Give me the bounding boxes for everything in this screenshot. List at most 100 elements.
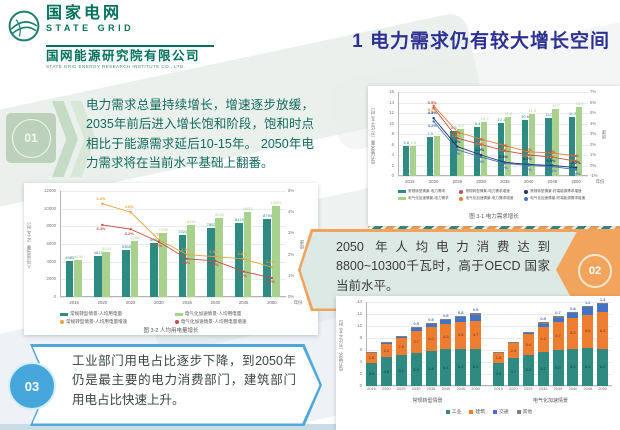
line-value-label: 2.6% (152, 243, 162, 249)
segment-工业 (410, 353, 422, 386)
line-value-label: 3.4% (96, 226, 106, 232)
y-tick: 0 (53, 294, 56, 299)
bar-value-label: 6289 (130, 235, 140, 241)
segment-工业 (552, 350, 564, 386)
plot-area: 3.9 1.6 4.8 2.2 5.1 2.9 5.5 3.7 0.5 5.8 4.0 0.5 6.1 4… (366, 297, 612, 387)
legend-item: 常规转型情景-人均用电量增速 (60, 319, 167, 325)
chart-fig3-2: 4089 4617 5358 6067 7022 7852 8419 8794 4136 5134… (24, 183, 318, 335)
legend-item: 交通 (493, 408, 509, 415)
segment-工业 (582, 348, 594, 386)
y-tick: 8 (391, 131, 394, 136)
segment-工业 (567, 348, 579, 386)
bar-电气化加速情景-人均用电量 (74, 260, 82, 297)
y-tick: 12 (389, 110, 394, 115)
chart-element (366, 386, 612, 387)
segment-value-label: 6.2 (570, 364, 576, 370)
chart-element (398, 102, 588, 104)
x-tick-label: 2015 (405, 179, 415, 184)
line-value-label: 0.8% (546, 149, 556, 155)
line-value-label: 2.0% (181, 246, 191, 252)
segment-value-label: 4.7 (555, 332, 561, 338)
legend-label: 常规转型情景-电力需求增速 (465, 189, 510, 193)
segment-建筑 (537, 326, 549, 352)
line-value-label: 0.8% (475, 158, 485, 164)
bar-电气化加速情景-人均用电量 (243, 211, 252, 297)
transport-value-label: 0.9 (472, 307, 479, 313)
y-tick: 6 (391, 141, 394, 147)
y-tick: 0 (359, 383, 362, 388)
bar-常规转型情景-电力需求 (545, 118, 552, 176)
y2-tick: 5% (590, 110, 597, 115)
bar-value-label: 8419 (234, 216, 244, 222)
segment-交通 (493, 352, 504, 353)
segment-value-label: 3.9 (368, 371, 375, 377)
chart-legend: 常规转型情景-电力需求 常规转型情景-电力需求增速 常规转型情景-终端能源需求增速电… (398, 189, 588, 201)
line-value-label: 5.7% (427, 107, 437, 113)
segment-value-label: 5.2 (570, 330, 576, 336)
line-value-label: 0.0% (522, 167, 532, 172)
legend-label: 常规转型情景-人均用电量增速 (66, 319, 128, 324)
segment-其他 (440, 318, 452, 320)
chart-element (60, 279, 286, 281)
segment-其他 (410, 326, 422, 328)
bar-value-label: 7238 (158, 227, 168, 233)
legend-item: 常规转型情景-电力需求增速 (459, 189, 516, 194)
line-value-label: -0.2% (570, 159, 581, 165)
segment-value-label: 4.7 (510, 368, 517, 374)
bar-电气化加速情景-人均用电量 (158, 233, 167, 297)
line-value-label: 1.2% (546, 154, 556, 160)
legend-item: 常规转型情景-人均用电量 (60, 311, 167, 317)
segment-value-label: 5.8 (428, 365, 434, 371)
segment-value-label: 1.6 (368, 354, 375, 360)
bar-value-label: 5.8 (403, 139, 410, 145)
bar-常规转型情景-人均用电量 (178, 234, 187, 297)
transport-value-label: 0.8 (570, 305, 576, 311)
bar-电气化加速情景-人均用电量 (130, 241, 139, 297)
line-value-label: 1.8% (451, 138, 461, 144)
bar-value-label: 8794 (263, 213, 273, 219)
segment-交通 (582, 307, 594, 315)
segment-工业 (455, 348, 467, 386)
bar-常规转型情景-人均用电量 (93, 256, 102, 297)
segment-其他 (366, 351, 377, 353)
bar-value-label: 5.8 (410, 139, 417, 145)
segment-建筑 (507, 343, 519, 358)
legend-item: 电气化加速情景-电力需求 (398, 196, 451, 201)
bar-value-label: 9.4 (474, 120, 481, 126)
chart-element (398, 165, 588, 167)
y2-tick: 3% (288, 230, 295, 236)
bar-value-label: 10.6 (521, 114, 529, 120)
brand-cn: 国家电网 (46, 5, 123, 22)
chart-element (60, 296, 286, 297)
legend-item: 电气化加速情景-人均用电量 (174, 311, 286, 317)
bar-常规转型情景-人均用电量 (235, 222, 243, 297)
y2-tick: 4% (288, 209, 295, 215)
bar-value-label: 8119 (187, 219, 196, 225)
segment-value-label: 4.0 (428, 336, 434, 342)
x-tick-label: 2050 (267, 300, 277, 305)
y-tick: 4000 (46, 258, 56, 264)
line-value-label: 1.4% (265, 259, 275, 265)
y-tick: 10000 (44, 205, 56, 211)
segment-其他 (380, 342, 392, 343)
y-tick: 4 (391, 152, 394, 157)
segment-建筑 (552, 321, 564, 350)
segment-建筑 (455, 321, 467, 349)
x-tick-label: 2030 (476, 179, 486, 184)
segment-建筑 (366, 353, 377, 363)
legend-bar-marker (469, 409, 474, 414)
segment-其他 (537, 322, 549, 324)
chart-element (60, 208, 286, 210)
bar-常规转型情景-电力需求 (426, 136, 433, 176)
y2-tick: 4% (590, 120, 597, 126)
legend-label: 工业 (451, 410, 462, 415)
bar-value-label: 10.2 (480, 116, 489, 122)
line-value-label: 0.9% (570, 157, 580, 163)
legend-line-marker (459, 189, 464, 194)
y2-tick: 3% (590, 131, 597, 136)
bar-电气化加速情景-人均用电量 (215, 218, 224, 297)
line-value-label: 1.0% (522, 147, 532, 152)
segment-其他 (507, 341, 519, 343)
legend-label: 电气化加速情景-人均用电量 (184, 311, 242, 316)
y-tick: 10 (389, 120, 394, 126)
